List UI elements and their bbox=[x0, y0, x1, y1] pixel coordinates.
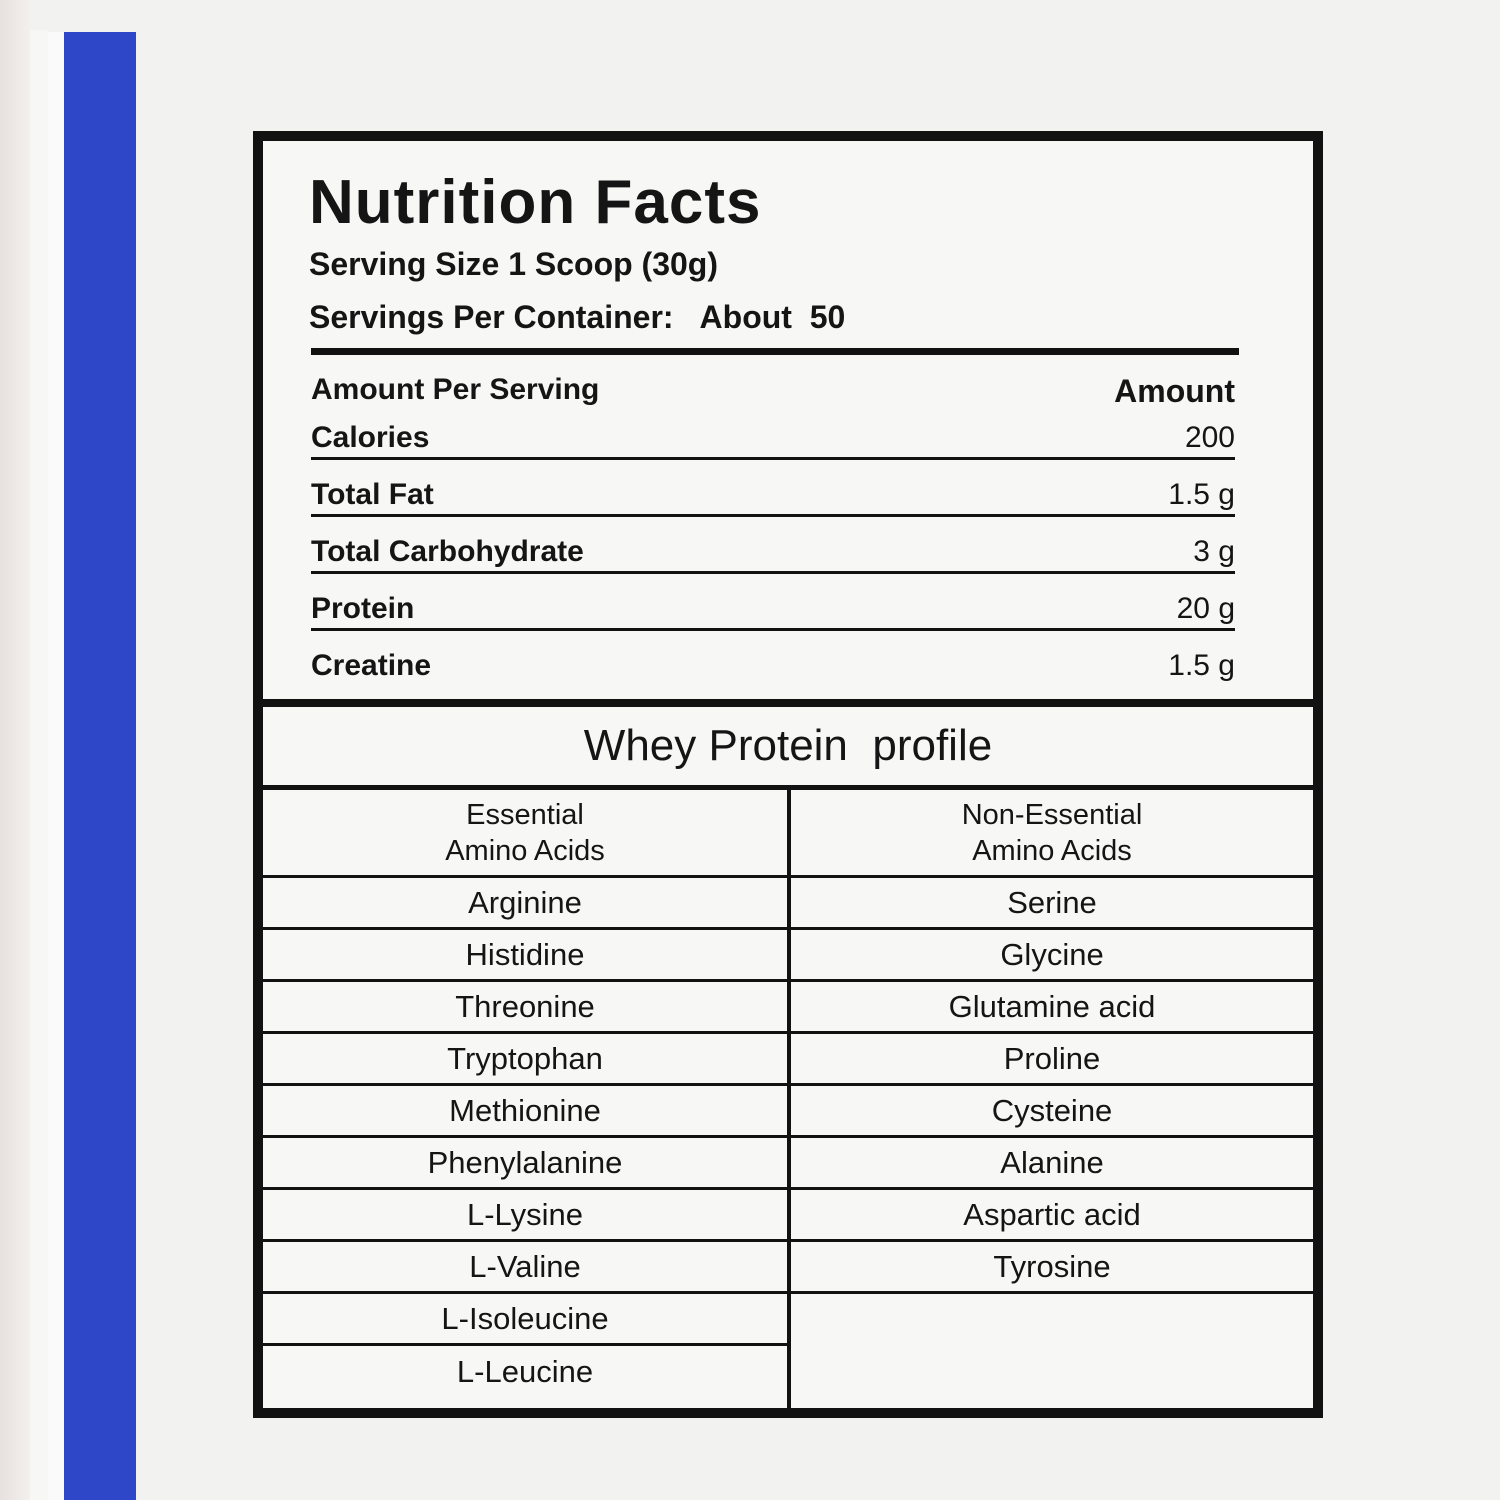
nutrient-value: 200 bbox=[1184, 421, 1235, 454]
servings-value: About 50 bbox=[699, 299, 846, 335]
essential-amino-acid: Arginine bbox=[263, 878, 787, 930]
nutrient-label: Calories bbox=[311, 421, 430, 454]
whey-profile-title: Whey Protein profile bbox=[583, 721, 993, 770]
essential-amino-acid: Tryptophan bbox=[263, 1034, 787, 1086]
essential-header: Essential Amino Acids bbox=[263, 790, 787, 878]
non-essential-amino-acid: Serine bbox=[791, 878, 1313, 930]
row-divider bbox=[311, 457, 1235, 460]
non-essential-amino-acid: Proline bbox=[791, 1034, 1313, 1086]
nutrient-label: Protein bbox=[311, 592, 415, 625]
whey-profile-header: Whey Protein profile bbox=[263, 707, 1313, 790]
row-divider bbox=[311, 628, 1235, 631]
column-divider bbox=[787, 790, 791, 1408]
nutrition-facts-title: Nutrition Facts bbox=[309, 168, 762, 237]
essential-amino-acid: Phenylalanine bbox=[263, 1138, 787, 1190]
essential-amino-acid: L-Isoleucine bbox=[263, 1294, 787, 1346]
nutrient-value: 1.5 g bbox=[1168, 649, 1235, 682]
non-essential-amino-acid: Aspartic acid bbox=[791, 1190, 1313, 1242]
nutrient-label: Total Fat bbox=[311, 478, 434, 511]
non-essential-amino-acid: Alanine bbox=[791, 1138, 1313, 1190]
nutrient-label: Creatine bbox=[311, 649, 432, 682]
essential-column: Essential Amino Acids Arginine Histidine… bbox=[263, 790, 787, 1408]
blue-stripe bbox=[64, 32, 136, 1500]
nutrition-label: Nutrition Facts Serving Size 1 Scoop (30… bbox=[253, 131, 1323, 1418]
amount-column-label: Amount bbox=[1114, 373, 1235, 409]
non-essential-amino-acid: Glutamine acid bbox=[791, 982, 1313, 1034]
non-essential-amino-acid: Tyrosine bbox=[791, 1242, 1313, 1294]
essential-amino-acid: Methionine bbox=[263, 1086, 787, 1138]
essential-amino-acid: L-Valine bbox=[263, 1242, 787, 1294]
row-divider bbox=[311, 571, 1235, 574]
non-essential-column: Non-Essential Amino Acids Serine Glycine… bbox=[791, 790, 1313, 1408]
nutrition-facts-panel: Nutrition Facts Serving Size 1 Scoop (30… bbox=[263, 141, 1313, 707]
essential-amino-acid: Threonine bbox=[263, 982, 787, 1034]
amount-per-serving-label: Amount Per Serving bbox=[311, 373, 600, 406]
stripe-gap bbox=[48, 32, 64, 1500]
nutrient-value: 20 g bbox=[1176, 592, 1235, 625]
servings-label: Servings Per Container: bbox=[309, 299, 674, 335]
non-essential-header: Non-Essential Amino Acids bbox=[791, 790, 1313, 878]
non-essential-amino-acid: Cysteine bbox=[791, 1086, 1313, 1138]
nutrient-value: 1.5 g bbox=[1168, 478, 1235, 511]
amino-acid-table: Essential Amino Acids Arginine Histidine… bbox=[263, 790, 1313, 1408]
servings-per-container: Servings Per Container: About 50 bbox=[309, 299, 845, 336]
essential-amino-acid: Histidine bbox=[263, 930, 787, 982]
row-divider bbox=[311, 514, 1235, 517]
essential-amino-acid: L-Lysine bbox=[263, 1190, 787, 1242]
serving-size: Serving Size 1 Scoop (30g) bbox=[309, 246, 718, 282]
thick-divider bbox=[311, 348, 1239, 355]
page-edge bbox=[30, 30, 48, 1500]
page-shadow bbox=[0, 0, 30, 1500]
nutrient-value: 3 g bbox=[1193, 535, 1235, 568]
nutrient-label: Total Carbohydrate bbox=[311, 535, 584, 568]
essential-amino-acid: L-Leucine bbox=[456, 1354, 594, 1389]
non-essential-amino-acid: Glycine bbox=[791, 930, 1313, 982]
